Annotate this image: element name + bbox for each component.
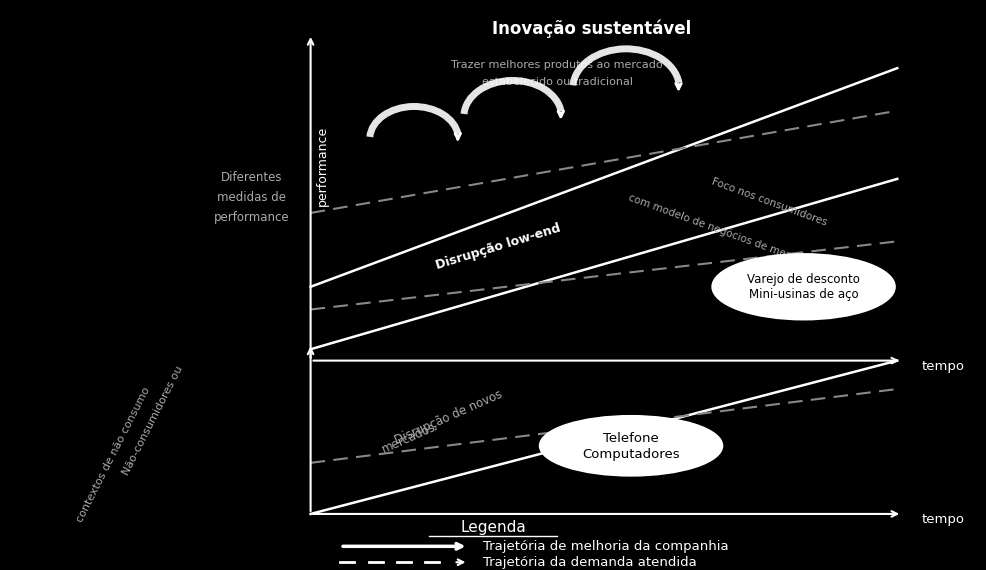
Ellipse shape (712, 254, 895, 319)
Text: Telefone: Telefone (603, 432, 659, 445)
Text: Diferentes: Diferentes (221, 171, 282, 184)
Text: contextos de não consumo: contextos de não consumo (75, 385, 152, 523)
Text: Foco nos consumidores: Foco nos consumidores (710, 176, 828, 227)
Text: medidas de: medidas de (217, 191, 286, 204)
Text: estabelecido ou tradicional: estabelecido ou tradicional (481, 78, 633, 87)
Text: Trajetória de melhoria da companhia: Trajetória de melhoria da companhia (483, 540, 729, 553)
Text: Mini-usinas de aço: Mini-usinas de aço (748, 288, 859, 300)
Text: Computadores: Computadores (582, 448, 680, 461)
Text: Disrupção low-end: Disrupção low-end (434, 222, 562, 272)
Text: Inovação sustentável: Inovação sustentável (492, 20, 691, 38)
Text: Trajetória da demanda atendida: Trajetória da demanda atendida (483, 556, 697, 569)
Text: Disrupção de novos: Disrupção de novos (392, 388, 505, 447)
Text: com modelo de negócios de menor custo: com modelo de negócios de menor custo (626, 192, 833, 276)
Text: tempo: tempo (922, 360, 965, 373)
Text: performance: performance (214, 211, 289, 223)
Text: Legenda: Legenda (460, 520, 526, 535)
Text: mercados: mercados (381, 421, 438, 456)
Text: Trazer melhores produtos ao mercado: Trazer melhores produtos ao mercado (452, 60, 663, 70)
Text: tempo: tempo (922, 513, 965, 526)
Text: performance: performance (316, 126, 329, 206)
Text: Não-consumidores ou: Não-consumidores ou (121, 364, 184, 477)
Text: Varejo de desconto: Varejo de desconto (747, 273, 860, 286)
Ellipse shape (539, 416, 722, 475)
